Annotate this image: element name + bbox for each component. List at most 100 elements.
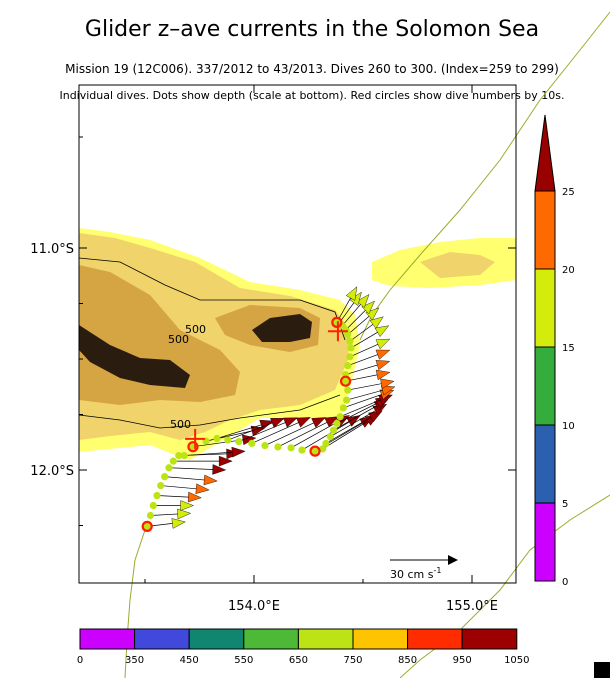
speed-colorbar-tick-label: 20	[562, 265, 575, 276]
depth-colorbar-tick-label: 750	[343, 655, 362, 666]
position-cross-marker	[327, 321, 348, 342]
current-vector	[330, 405, 385, 438]
dive-depth-dot	[344, 386, 352, 394]
corner-marker	[594, 662, 610, 678]
current-arrowhead	[375, 360, 391, 371]
scale-unit-sup: -1	[433, 566, 441, 575]
scale-arrow: 30 cm s-1	[390, 555, 458, 581]
dive-depth-dot	[329, 426, 338, 434]
dive-tens-marker	[187, 441, 199, 453]
coastline	[359, 11, 610, 341]
y-tick-label: 11.0°S	[30, 242, 74, 257]
bathy-deepest-2	[252, 314, 312, 342]
dive-depth-dot	[333, 419, 341, 427]
current-arrowhead	[203, 474, 218, 486]
current-vector	[322, 415, 377, 450]
x-tick-label: 154.0°E	[228, 599, 280, 614]
depth-colorbar: 0 350 450 550 650 750 850 950 1050	[77, 628, 530, 666]
depth-colorbar-segment	[188, 628, 245, 650]
dive-depth-dot	[341, 377, 350, 385]
depth-colorbar-tick-label: 950	[453, 655, 472, 666]
coastline	[399, 494, 610, 678]
current-arrowhead	[375, 338, 391, 350]
current-arrowhead	[296, 417, 311, 428]
dive-tens-marker	[309, 445, 321, 457]
speed-colorbar-tick-label: 0	[562, 577, 568, 588]
dive-depth-dot	[175, 451, 183, 460]
x-tick-label: 155.0°E	[446, 599, 498, 614]
dive-tens-marker	[339, 375, 352, 387]
speed-colorbar-segment	[534, 346, 556, 426]
dive-depth-dot	[248, 439, 256, 447]
current-arrowhead	[180, 500, 195, 511]
dive-depth-dot	[346, 353, 354, 361]
depth-colorbar-segment	[352, 628, 409, 650]
depth-colorbar-segment	[134, 628, 190, 650]
bathymetry: 500 500 500	[78, 228, 516, 460]
chart-title: Glider z–ave currents in the Solomon Sea	[85, 17, 539, 42]
depth-colorbar-segment	[297, 628, 354, 650]
dive-depth-dot	[143, 522, 151, 530]
depth-colorbar-tick-label: 0	[77, 655, 83, 666]
current-vector	[325, 412, 380, 444]
dive-depth-dot	[149, 501, 157, 510]
contour-label: 500	[185, 323, 206, 336]
y-tick-label: 12.0°S	[30, 464, 74, 479]
current-arrowhead	[345, 286, 358, 301]
speed-colorbar-segment	[534, 190, 556, 270]
contour-label: 500	[170, 418, 191, 431]
depth-colorbar-segment	[461, 628, 518, 650]
dive-depth-dot	[224, 436, 232, 444]
current-arrowhead	[380, 385, 396, 396]
dive-depth-dot	[153, 491, 161, 500]
dive-depth-dot	[347, 344, 355, 352]
speed-colorbar-tick-label: 10	[562, 421, 575, 432]
dive-depth-dot	[161, 473, 169, 481]
depth-colorbar-tick-label: 1050	[504, 655, 529, 666]
dive-depth-dot	[180, 451, 188, 460]
position-cross-marker	[185, 428, 206, 449]
bathy-east-mid	[420, 252, 495, 278]
coastline	[124, 529, 146, 678]
depth-colorbar-tick-label: 650	[289, 655, 308, 666]
current-arrowhead	[218, 455, 233, 467]
dive-tens-marker	[331, 316, 343, 328]
scale-label: 30 cm s	[390, 568, 434, 581]
dive-tens-marker	[141, 520, 153, 532]
speed-colorbar-segment	[534, 268, 556, 348]
chart-subtitle: Mission 19 (12C006). 337/2012 to 43/2013…	[65, 62, 559, 76]
dive-depth-dot	[287, 444, 295, 452]
dive-depth-dot	[346, 337, 354, 345]
depth-colorbar-segment	[407, 628, 463, 650]
current-arrowhead	[171, 518, 186, 529]
dive-depth-dot	[146, 511, 155, 520]
speed-colorbar-extend-triangle	[534, 114, 556, 192]
current-vector	[264, 418, 323, 446]
current-arrowhead	[356, 294, 370, 308]
depth-colorbar-segment	[243, 628, 299, 650]
current-arrowhead	[195, 483, 210, 495]
dive-depth-dot	[343, 396, 351, 404]
dive-depth-dot	[326, 433, 334, 441]
dive-depth-dot	[169, 457, 177, 465]
coastlines	[124, 11, 610, 678]
contour-500-b	[78, 394, 341, 429]
dive-depth-dot	[311, 447, 319, 455]
depth-colorbar-tick-label: 450	[180, 655, 199, 666]
current-arrowhead	[346, 415, 361, 427]
speed-colorbar: 0 5 10 15 20 25	[534, 114, 575, 588]
dive-depth-dot	[322, 439, 330, 447]
current-arrowhead	[375, 349, 391, 360]
speed-colorbar-tick-label: 5	[562, 499, 568, 510]
dive-depth-dot	[213, 434, 221, 443]
dive-depth-dot	[339, 404, 347, 412]
current-arrowhead	[283, 417, 298, 428]
current-arrowhead	[177, 508, 192, 520]
dive-depth-dot	[261, 441, 269, 450]
depth-colorbar-tick-label: 350	[125, 655, 144, 666]
current-arrowhead	[311, 417, 326, 428]
dive-depth-dot	[274, 443, 282, 451]
dive-depth-dot	[319, 445, 327, 453]
current-arrowhead	[212, 464, 227, 475]
bathy-deepest	[79, 325, 190, 388]
